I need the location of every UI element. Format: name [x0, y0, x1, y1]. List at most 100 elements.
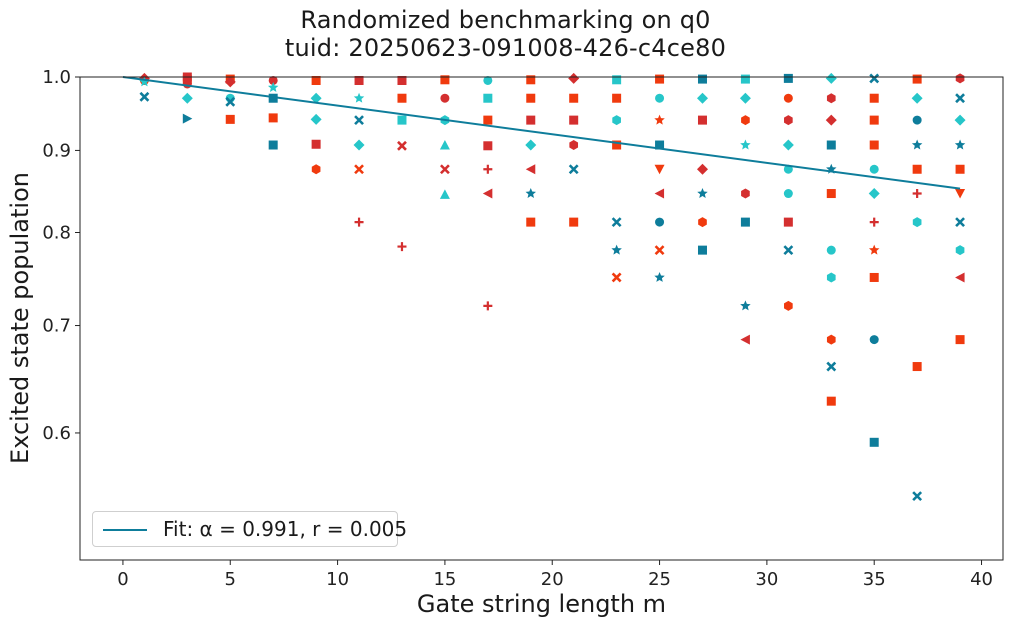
data-point: [310, 113, 322, 125]
data-point: [912, 362, 922, 372]
x-tick-label: 25: [648, 569, 671, 590]
data-point: [311, 75, 321, 85]
data-point: [740, 217, 750, 227]
x-tick-label: 15: [433, 569, 456, 590]
data-point: [268, 75, 278, 85]
data-point: [955, 73, 965, 84]
data-point: [697, 188, 708, 198]
data-point: [955, 272, 965, 283]
chart-title-line-2: tuid: 20250623-091008-426-c4ce80: [284, 34, 727, 62]
data-point: [696, 163, 708, 175]
data-point: [826, 189, 836, 199]
data-point: [697, 74, 707, 84]
data-point: [268, 93, 278, 103]
data-point: [612, 93, 622, 103]
data-point: [568, 164, 579, 175]
data-point: [655, 74, 665, 84]
chart-title-line-1: Randomized benchmarking on q0: [300, 6, 711, 34]
legend-fit-line-swatch: [103, 529, 147, 531]
data-point: [912, 115, 922, 125]
data-point: [569, 93, 579, 103]
y-axis-label: Excited state population: [6, 172, 34, 464]
data-point: [869, 115, 879, 125]
data-point: [826, 140, 836, 150]
x-axis-label: Gate string length m: [416, 590, 667, 618]
data-point: [955, 189, 966, 199]
data-point: [698, 217, 707, 228]
data-point: [740, 334, 750, 345]
data-point: [654, 271, 665, 282]
data-point: [353, 92, 365, 103]
data-point: [955, 217, 965, 228]
y-tick-label: 0.6: [42, 423, 71, 444]
y-tick-label: 1.0: [42, 67, 71, 88]
data-point: [697, 115, 707, 125]
data-point: [482, 188, 493, 199]
data-point: [654, 164, 665, 175]
data-point: [912, 491, 923, 502]
data-point: [783, 245, 794, 256]
data-point: [526, 115, 536, 125]
x-tick-label: 5: [225, 569, 236, 590]
data-point: [353, 139, 365, 151]
data-point: [912, 189, 922, 199]
data-point: [439, 164, 450, 175]
data-point: [483, 301, 493, 311]
data-point: [655, 217, 665, 227]
legend: Fit: α = 0.991, r = 0.005: [92, 511, 407, 547]
data-point: [784, 300, 793, 311]
data-point: [397, 242, 407, 252]
legend-fit-label: Fit: α = 0.991, r = 0.005: [163, 517, 408, 541]
data-point: [397, 140, 407, 151]
data-point: [268, 140, 278, 150]
x-tick-label: 40: [970, 569, 993, 590]
data-point: [611, 244, 622, 255]
data-point: [869, 335, 879, 345]
data-point: [483, 141, 493, 151]
data-point: [783, 189, 793, 199]
data-point: [911, 92, 923, 104]
data-point: [826, 272, 836, 283]
y-tick-label: 0.7: [42, 316, 71, 337]
data-point: [869, 164, 879, 174]
x-tick-label: 10: [326, 569, 349, 590]
data-point: [955, 164, 965, 174]
data-point: [526, 93, 536, 103]
data-point: [954, 139, 966, 150]
data-point: [483, 115, 493, 125]
data-point: [825, 114, 837, 126]
data-point: [611, 272, 622, 283]
data-point: [783, 93, 793, 103]
data-point: [525, 188, 536, 198]
data-point: [954, 114, 966, 126]
y-tick-label: 0.8: [42, 222, 71, 243]
data-point: [955, 93, 965, 104]
data-point: [569, 140, 579, 151]
data-point: [439, 189, 450, 199]
data-point: [826, 245, 836, 255]
data-point: [440, 93, 450, 103]
data-point: [912, 164, 922, 174]
x-tick-label: 35: [863, 569, 886, 590]
data-point: [869, 272, 879, 282]
data-point: [224, 76, 236, 88]
data-point: [826, 396, 836, 406]
data-point: [397, 75, 407, 85]
data-point: [483, 75, 493, 85]
x-tick-label: 20: [541, 569, 564, 590]
x-tick-label: 0: [117, 569, 128, 590]
y-tick-label: 0.9: [42, 140, 71, 161]
data-point: [310, 92, 322, 104]
data-point: [440, 75, 450, 85]
data-point: [654, 114, 665, 125]
data-point: [741, 188, 750, 199]
data-point: [611, 217, 622, 228]
data-point: [740, 300, 751, 311]
data-point: [655, 140, 665, 150]
data-point: [525, 164, 536, 175]
data-point: [439, 140, 450, 150]
data-point: [911, 139, 923, 150]
data-point: [526, 217, 536, 227]
data-point: [483, 93, 493, 103]
data-point: [826, 361, 837, 372]
